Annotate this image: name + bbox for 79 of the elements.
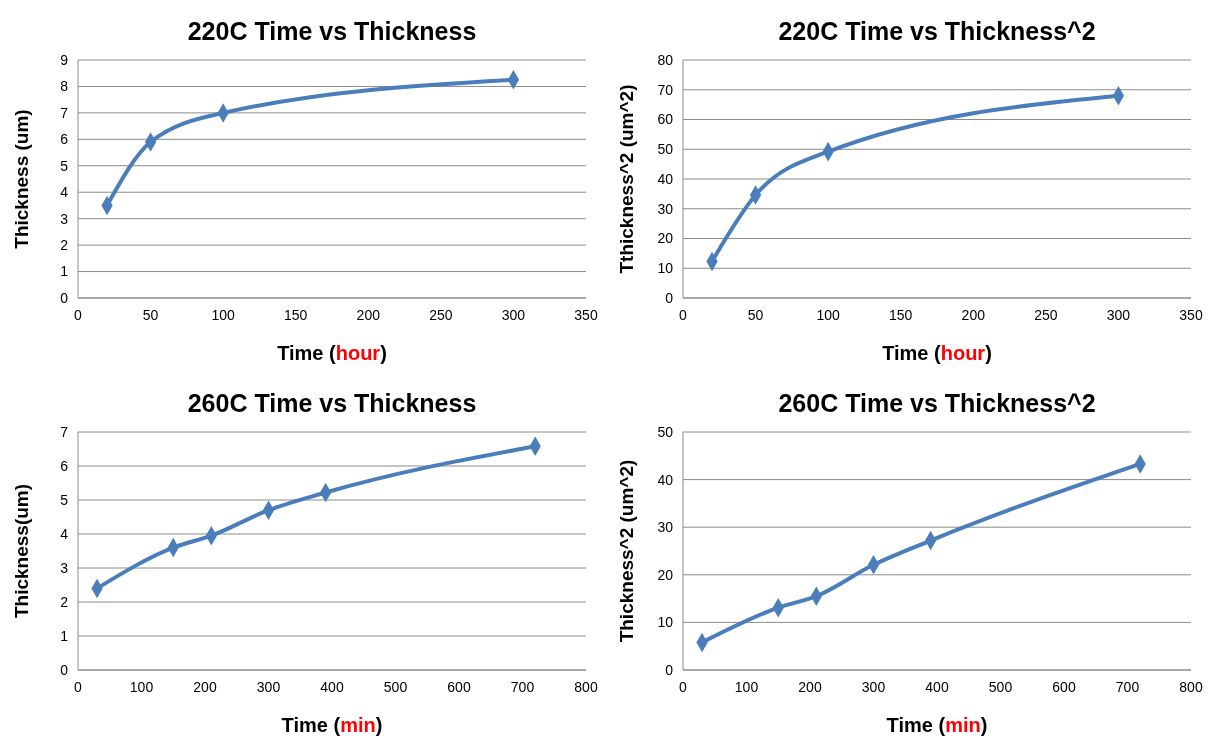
x-tick-label: 400	[320, 679, 344, 695]
y-tick-label: 4	[60, 184, 69, 201]
y-tick-label: 70	[657, 81, 674, 98]
y-tick-label: 30	[657, 200, 674, 217]
x-tick-label: 0	[679, 307, 688, 323]
x-tick-label: 350	[1179, 307, 1203, 323]
x-tick-label: 300	[1106, 307, 1131, 323]
y-tick-label: 20	[657, 566, 674, 583]
x-tick-label: 600	[447, 679, 471, 695]
x-tick-label: 0	[679, 679, 688, 695]
y-tick-label: 80	[657, 51, 674, 68]
x-tick-label: 250	[429, 307, 453, 323]
x-tick-label: 200	[193, 679, 217, 695]
x-axis-title: Time (hour)	[277, 342, 387, 364]
x-tick-label: 700	[510, 679, 535, 695]
x-tick-label: 100	[734, 679, 759, 695]
y-tick-label: 5	[60, 491, 69, 508]
x-tick-label: 100	[211, 307, 236, 323]
y-tick-label: 60	[657, 111, 674, 128]
x-tick-label: 800	[574, 679, 598, 695]
y-tick-label: 0	[60, 289, 69, 306]
y-tick-label: 30	[657, 519, 674, 536]
y-axis-title: Tthickness^2 (um^2)	[616, 84, 637, 274]
y-tick-label: 9	[60, 51, 69, 68]
y-axis-title: Thickness (um)	[11, 109, 32, 249]
y-tick-label: 0	[665, 289, 674, 306]
x-tick-label: 50	[142, 307, 159, 323]
x-tick-label: 400	[925, 679, 949, 695]
x-tick-label: 700	[1115, 679, 1140, 695]
x-tick-label: 150	[889, 307, 913, 323]
x-tick-label: 300	[861, 679, 886, 695]
x-axis-title: Time (min)	[886, 714, 988, 736]
x-tick-label: 800	[1179, 679, 1203, 695]
x-tick-label: 200	[961, 307, 986, 323]
y-tick-label: 1	[60, 627, 69, 644]
y-tick-label: 7	[60, 104, 69, 121]
x-tick-label: 500	[988, 679, 1013, 695]
y-tick-label: 10	[657, 260, 674, 277]
x-tick-label: 200	[798, 679, 822, 695]
y-tick-label: 0	[60, 661, 69, 678]
chart-title: 260C Time vs Thickness	[187, 389, 477, 417]
y-tick-label: 6	[60, 457, 69, 474]
x-tick-label: 100	[129, 679, 154, 695]
x-tick-label: 500	[383, 679, 408, 695]
y-tick-label: 6	[60, 131, 69, 148]
y-tick-label: 2	[60, 237, 69, 254]
x-tick-label: 50	[747, 307, 764, 323]
x-tick-label: 350	[574, 307, 598, 323]
chart-title: 260C Time vs Thickness^2	[778, 389, 1096, 417]
y-tick-label: 50	[657, 141, 674, 158]
y-tick-label: 7	[60, 423, 69, 440]
y-tick-label: 1	[60, 263, 69, 280]
y-tick-label: 0	[665, 661, 674, 678]
y-tick-label: 3	[60, 559, 69, 576]
x-axis-title: Time (hour)	[882, 342, 992, 364]
x-tick-label: 100	[816, 307, 841, 323]
y-tick-label: 3	[60, 210, 69, 227]
x-tick-label: 250	[1034, 307, 1058, 323]
x-tick-label: 0	[74, 307, 83, 323]
x-tick-label: 600	[1052, 679, 1076, 695]
chart-title: 220C Time vs Thickness	[187, 17, 477, 45]
x-tick-label: 300	[256, 679, 281, 695]
x-axis-title: Time (min)	[281, 714, 383, 736]
y-axis-title: Thickness^2 (um^2)	[616, 459, 637, 643]
y-tick-label: 2	[60, 593, 69, 610]
y-tick-label: 5	[60, 157, 69, 174]
y-axis-title: Thickness(um)	[11, 483, 32, 619]
y-tick-label: 50	[657, 423, 674, 440]
y-tick-label: 8	[60, 78, 69, 95]
x-tick-label: 200	[356, 307, 381, 323]
y-tick-label: 40	[657, 170, 674, 187]
x-tick-label: 150	[284, 307, 308, 323]
chart-title: 220C Time vs Thickness^2	[778, 17, 1096, 45]
x-tick-label: 300	[501, 307, 526, 323]
y-tick-label: 20	[657, 230, 674, 247]
y-tick-label: 10	[657, 614, 674, 631]
y-tick-label: 4	[60, 525, 69, 542]
x-tick-label: 0	[74, 679, 83, 695]
y-tick-label: 40	[657, 471, 674, 488]
